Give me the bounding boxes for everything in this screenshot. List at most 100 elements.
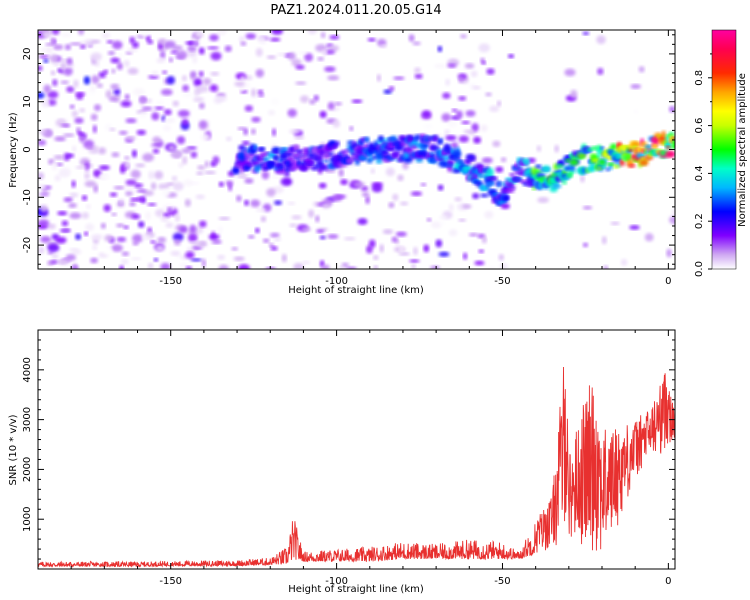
figure-title: PAZ1.2024.011.20.05.G14 [270,3,441,18]
spectrogram-cell [127,47,138,53]
spectrogram-cell [270,246,278,251]
spectrogram-cell [131,213,141,220]
spectrogram-cell [113,88,121,96]
spectrogram-cell [43,84,51,94]
spectrogram-cell [184,198,191,207]
spectrogram-cell [480,193,489,198]
spectrogram-cell [266,55,277,60]
spectrogram-cell [63,66,73,76]
spectrogram-cell [305,148,310,155]
spectrogram-cell [395,231,407,237]
spectrogram-cell [192,56,198,64]
spectrogram-cell [181,118,189,126]
spectrogram-cell [157,236,167,243]
spectrogram-cell [170,250,180,256]
spectrogram-cell [201,258,206,268]
spectrogram-cell [422,143,430,149]
spectrogram-cell [86,204,91,209]
spectrogram-cell [463,252,468,260]
spectrogram-cell [60,80,69,85]
spectrogram-cell [272,150,280,154]
spectrogram-cell [556,164,564,169]
spectrogram-cell [453,150,462,158]
spectrogram-cell [185,41,197,45]
spectrogram-cell [47,223,56,230]
spectrogram-cell [409,259,420,263]
spectrogram-cell [423,136,430,143]
colorbar-tick-label: 0.8 [694,70,705,86]
spectrogram-cell [153,258,159,262]
spectrogram-cell [71,264,79,269]
spectrogram-cell [639,141,648,147]
spectrogram-cell [61,220,69,227]
spectrogram-cell [364,136,370,143]
colorbar: 0.0 0.2 0.4 0.6 0.8 Normalized spectral ampl… [694,29,748,277]
spectrogram-cell [40,236,52,243]
spectrogram-cell [75,93,84,100]
spectrogram-cell [60,32,72,38]
spectrogram-cell [319,235,326,240]
spectrogram-cell [297,150,302,155]
spectrogram-cell [243,127,248,136]
spectrogram-cell [58,118,64,123]
spectrogram-cell [411,264,416,269]
spectrogram-cell [408,34,415,42]
spectrogram-cell [562,181,567,185]
spectrogram-cell [413,134,421,142]
spectrogram-cell [307,30,318,35]
spectrogram-cell [65,254,76,261]
spectrogram-cell [380,44,387,48]
spectrogram-cell [639,159,649,166]
spectrogram-cell [653,136,660,143]
spectrogram-cell [160,216,170,222]
spectrogram-cell [256,147,266,152]
spectrogram-cell [64,44,71,51]
spectrogram-cell [500,157,507,163]
spectrogram-cell [38,65,43,71]
spectrogram-cell [391,150,401,157]
spectrogram-cell [197,165,206,171]
spectrogram-cell [71,249,82,255]
spectrogram-cell [234,81,245,87]
spectrogram-cell [182,156,188,165]
spectrogram-cell [47,99,57,106]
spectrogram-cell [413,246,418,256]
spectrogram-cell [93,184,99,193]
spectrogram-cell [489,105,500,113]
spectrogram-cell [166,182,176,186]
spectrogram-cell [251,116,261,123]
spectrogram-cell [293,262,304,269]
spectrogram-cell [315,215,320,223]
spectrogram-cell [313,94,319,102]
spectrogram-cell [329,35,340,40]
spectrogram-cell [228,183,233,192]
spectrogram-cell [129,197,140,202]
spectrogram-cell [345,266,357,269]
spectrogram-cell [480,124,488,132]
spectrogram-cell [421,110,432,118]
snr-ticks: -150 -100 -50 0 1000 2000 3000 4000 [22,329,675,587]
spectrogram-cell [469,156,476,162]
spectrogram-cell [638,66,645,73]
spectrogram-ytick-label: -10 [22,189,33,205]
spectrogram-cell [257,35,267,44]
spectrogram-cell [170,50,178,54]
spectrogram-cell [77,131,84,136]
spectrogram-cell [447,63,457,68]
spectrogram-cell [496,180,502,188]
spectrogram-cell [376,74,381,82]
spectrogram-cell [302,260,310,265]
spectrogram-cell [233,256,245,262]
spectrogram-cell [154,170,164,180]
spectrogram-cell [432,135,439,143]
spectrogram-cell [527,157,536,163]
spectrogram-cell [193,78,203,87]
spectrogram-cell [367,38,376,42]
spectrogram-cell [370,168,375,174]
spectrogram-cell [308,209,315,218]
spectrogram-cell [473,136,482,144]
spectrogram-cell [485,92,492,97]
spectrogram-cell [218,216,231,221]
